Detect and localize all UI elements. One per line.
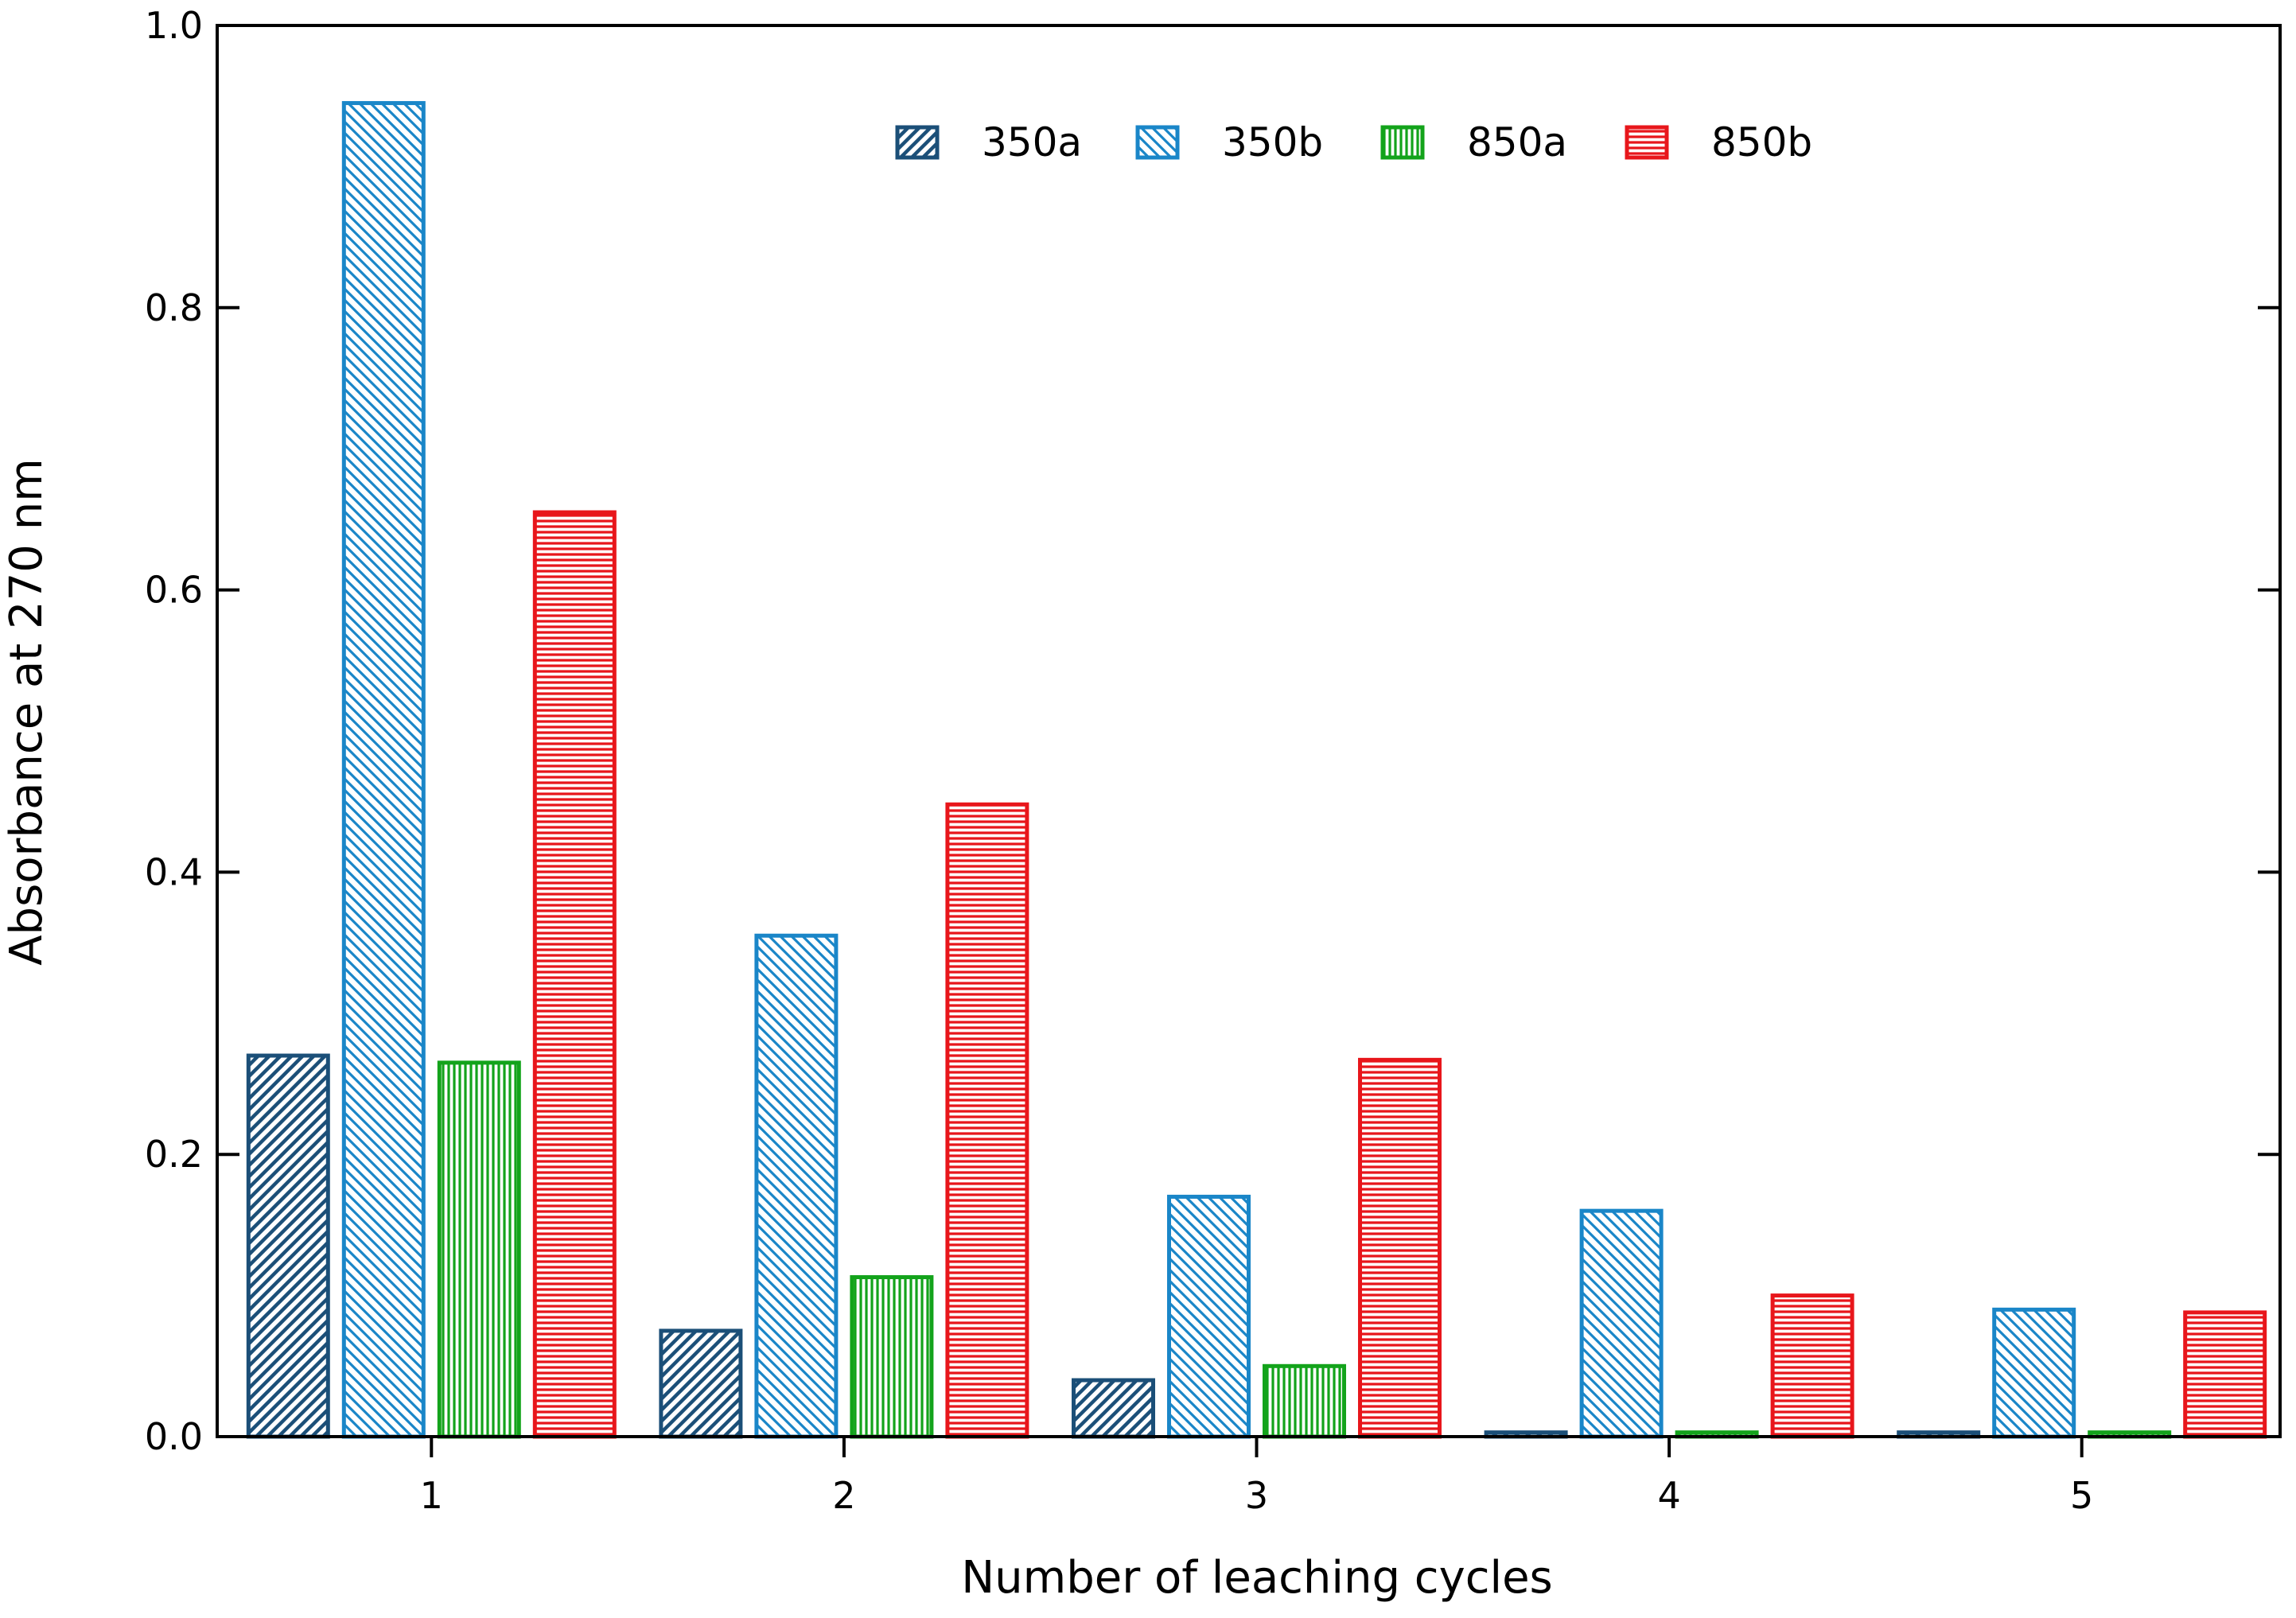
legend: 350a 350b 850a 850b bbox=[895, 119, 1812, 165]
bar-850a-cycle-2 bbox=[850, 1275, 934, 1439]
bar-350a-cycle-1 bbox=[246, 1053, 330, 1439]
bar-350b-cycle-1 bbox=[341, 101, 426, 1439]
legend-label-350b: 350b bbox=[1222, 119, 1323, 165]
bar-350b-cycle-4 bbox=[1579, 1208, 1664, 1439]
x-tick-label: 2 bbox=[832, 1474, 855, 1517]
bar-850b-cycle-5 bbox=[2183, 1310, 2267, 1439]
x-tick-label: 3 bbox=[1245, 1474, 1268, 1517]
bar-850b-cycle-4 bbox=[1770, 1293, 1854, 1439]
bar-850a-cycle-3 bbox=[1263, 1363, 1346, 1439]
bar-350a-cycle-3 bbox=[1072, 1378, 1155, 1439]
legend-label-850a: 850a bbox=[1467, 119, 1567, 165]
bar-350b-cycle-2 bbox=[754, 933, 839, 1439]
x-tick-label: 5 bbox=[2070, 1474, 2093, 1517]
bar-350b-cycle-5 bbox=[1992, 1307, 2076, 1439]
bar-350b-cycle-3 bbox=[1167, 1194, 1251, 1439]
x-axis-title: Number of leaching cycles bbox=[961, 1552, 1552, 1604]
y-tick-label: 0.6 bbox=[145, 569, 203, 612]
legend-swatch-850b bbox=[1625, 125, 1669, 160]
bar-350a-cycle-2 bbox=[659, 1328, 743, 1439]
bars-group bbox=[246, 101, 2267, 1439]
legend-label-850b: 850b bbox=[1711, 119, 1812, 165]
bar-850b-cycle-1 bbox=[532, 510, 617, 1439]
x-tick-label: 1 bbox=[420, 1474, 443, 1517]
legend-label-350a: 350a bbox=[982, 119, 1082, 165]
legend-swatch-350a bbox=[895, 125, 940, 160]
bar-850b-cycle-2 bbox=[945, 802, 1029, 1439]
bar-850a-cycle-1 bbox=[437, 1060, 521, 1439]
axes-group bbox=[216, 24, 2282, 1438]
plot-frame bbox=[216, 24, 2282, 1438]
y-tick-label: 0.0 bbox=[145, 1415, 203, 1458]
y-tick-label: 0.2 bbox=[145, 1133, 203, 1176]
y-tick-label: 1.0 bbox=[145, 4, 203, 47]
y-tick-label: 0.4 bbox=[145, 850, 203, 893]
y-tick-label: 0.8 bbox=[145, 286, 203, 329]
bar-850b-cycle-3 bbox=[1358, 1057, 1442, 1439]
y-axis-title: Absorbance at 270 nm bbox=[1, 458, 53, 966]
legend-swatch-350b bbox=[1135, 125, 1180, 160]
legend-swatch-850a bbox=[1380, 125, 1425, 160]
x-tick-label: 4 bbox=[1657, 1474, 1680, 1517]
ticks-group: 0.0 0.2 0.4 0.6 0.8 1.0 1 2 3 4 5 bbox=[145, 4, 2280, 1517]
